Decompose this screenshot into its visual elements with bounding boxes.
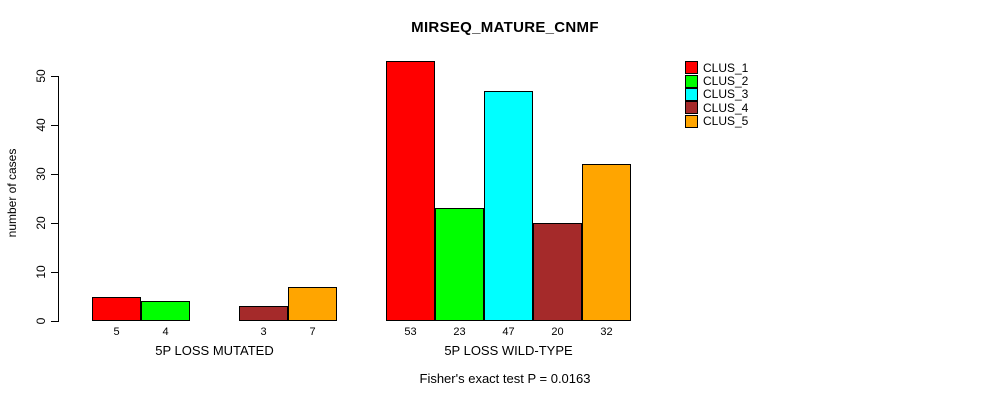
bar-value-label: 20 xyxy=(551,326,564,338)
legend-label: CLUS_4 xyxy=(703,100,749,115)
y-tick-mark xyxy=(51,125,58,126)
bar-clus_3-group2 xyxy=(484,90,533,321)
y-axis xyxy=(58,76,59,322)
legend-item-clus_4: CLUS_4 xyxy=(685,100,749,115)
legend-label: CLUS_2 xyxy=(703,74,749,89)
y-tick-label: 30 xyxy=(34,167,48,181)
y-tick-mark xyxy=(51,223,58,224)
bar-clus_5-group2 xyxy=(582,164,631,321)
legend-item-clus_2: CLUS_2 xyxy=(685,74,749,89)
y-tick-mark xyxy=(51,272,58,273)
y-tick-mark xyxy=(51,76,58,77)
bar-value-label: 7 xyxy=(309,326,316,338)
bar-clus_1-group2 xyxy=(386,61,435,321)
bar-value-label: 23 xyxy=(453,326,466,338)
bar-clus_2-group1 xyxy=(141,301,190,321)
legend-color-swatch xyxy=(685,101,698,115)
legend-item-clus_1: CLUS_1 xyxy=(685,60,749,75)
group-label: 5P LOSS MUTATED xyxy=(155,343,274,358)
y-tick-label: 40 xyxy=(34,118,48,132)
fisher-test-annotation: Fisher's exact test P = 0.0163 xyxy=(419,371,591,386)
bar-value-label: 47 xyxy=(502,326,515,338)
bar-clus_4-group2 xyxy=(533,223,582,321)
legend-label: CLUS_3 xyxy=(703,87,749,102)
legend-item-clus_3: CLUS_3 xyxy=(685,87,749,102)
y-axis-label: number of cases xyxy=(5,148,19,238)
bar-clus_5-group1 xyxy=(288,286,337,321)
legend-color-swatch xyxy=(685,114,698,128)
chart-title: MIRSEQ_MATURE_CNMF xyxy=(411,19,599,36)
bar-clus_1-group1 xyxy=(92,296,141,321)
bar-value-label: 3 xyxy=(260,326,267,338)
y-tick-label: 0 xyxy=(34,317,48,325)
y-tick-label: 20 xyxy=(34,216,48,230)
bar-value-label: 53 xyxy=(404,326,417,338)
legend-label: CLUS_5 xyxy=(703,114,749,129)
y-tick-mark xyxy=(51,321,58,322)
bar-value-label: 5 xyxy=(113,326,120,338)
y-tick-label: 50 xyxy=(34,69,48,83)
group-label: 5P LOSS WILD-TYPE xyxy=(444,343,573,358)
legend-color-swatch xyxy=(685,61,698,75)
legend-color-swatch xyxy=(685,87,698,101)
bar-clus_4-group1 xyxy=(239,306,288,321)
y-tick-label: 10 xyxy=(34,265,48,279)
legend-item-clus_5: CLUS_5 xyxy=(685,114,749,129)
bar-value-label: 32 xyxy=(600,326,613,338)
y-tick-mark xyxy=(51,174,58,175)
legend: CLUS_1 CLUS_2 CLUS_3 CLUS_4 CLUS_5 xyxy=(685,61,748,128)
legend-label: CLUS_1 xyxy=(703,60,749,75)
legend-color-swatch xyxy=(685,74,698,88)
bar-value-label: 4 xyxy=(162,326,169,338)
bar-clus_2-group2 xyxy=(435,208,484,321)
